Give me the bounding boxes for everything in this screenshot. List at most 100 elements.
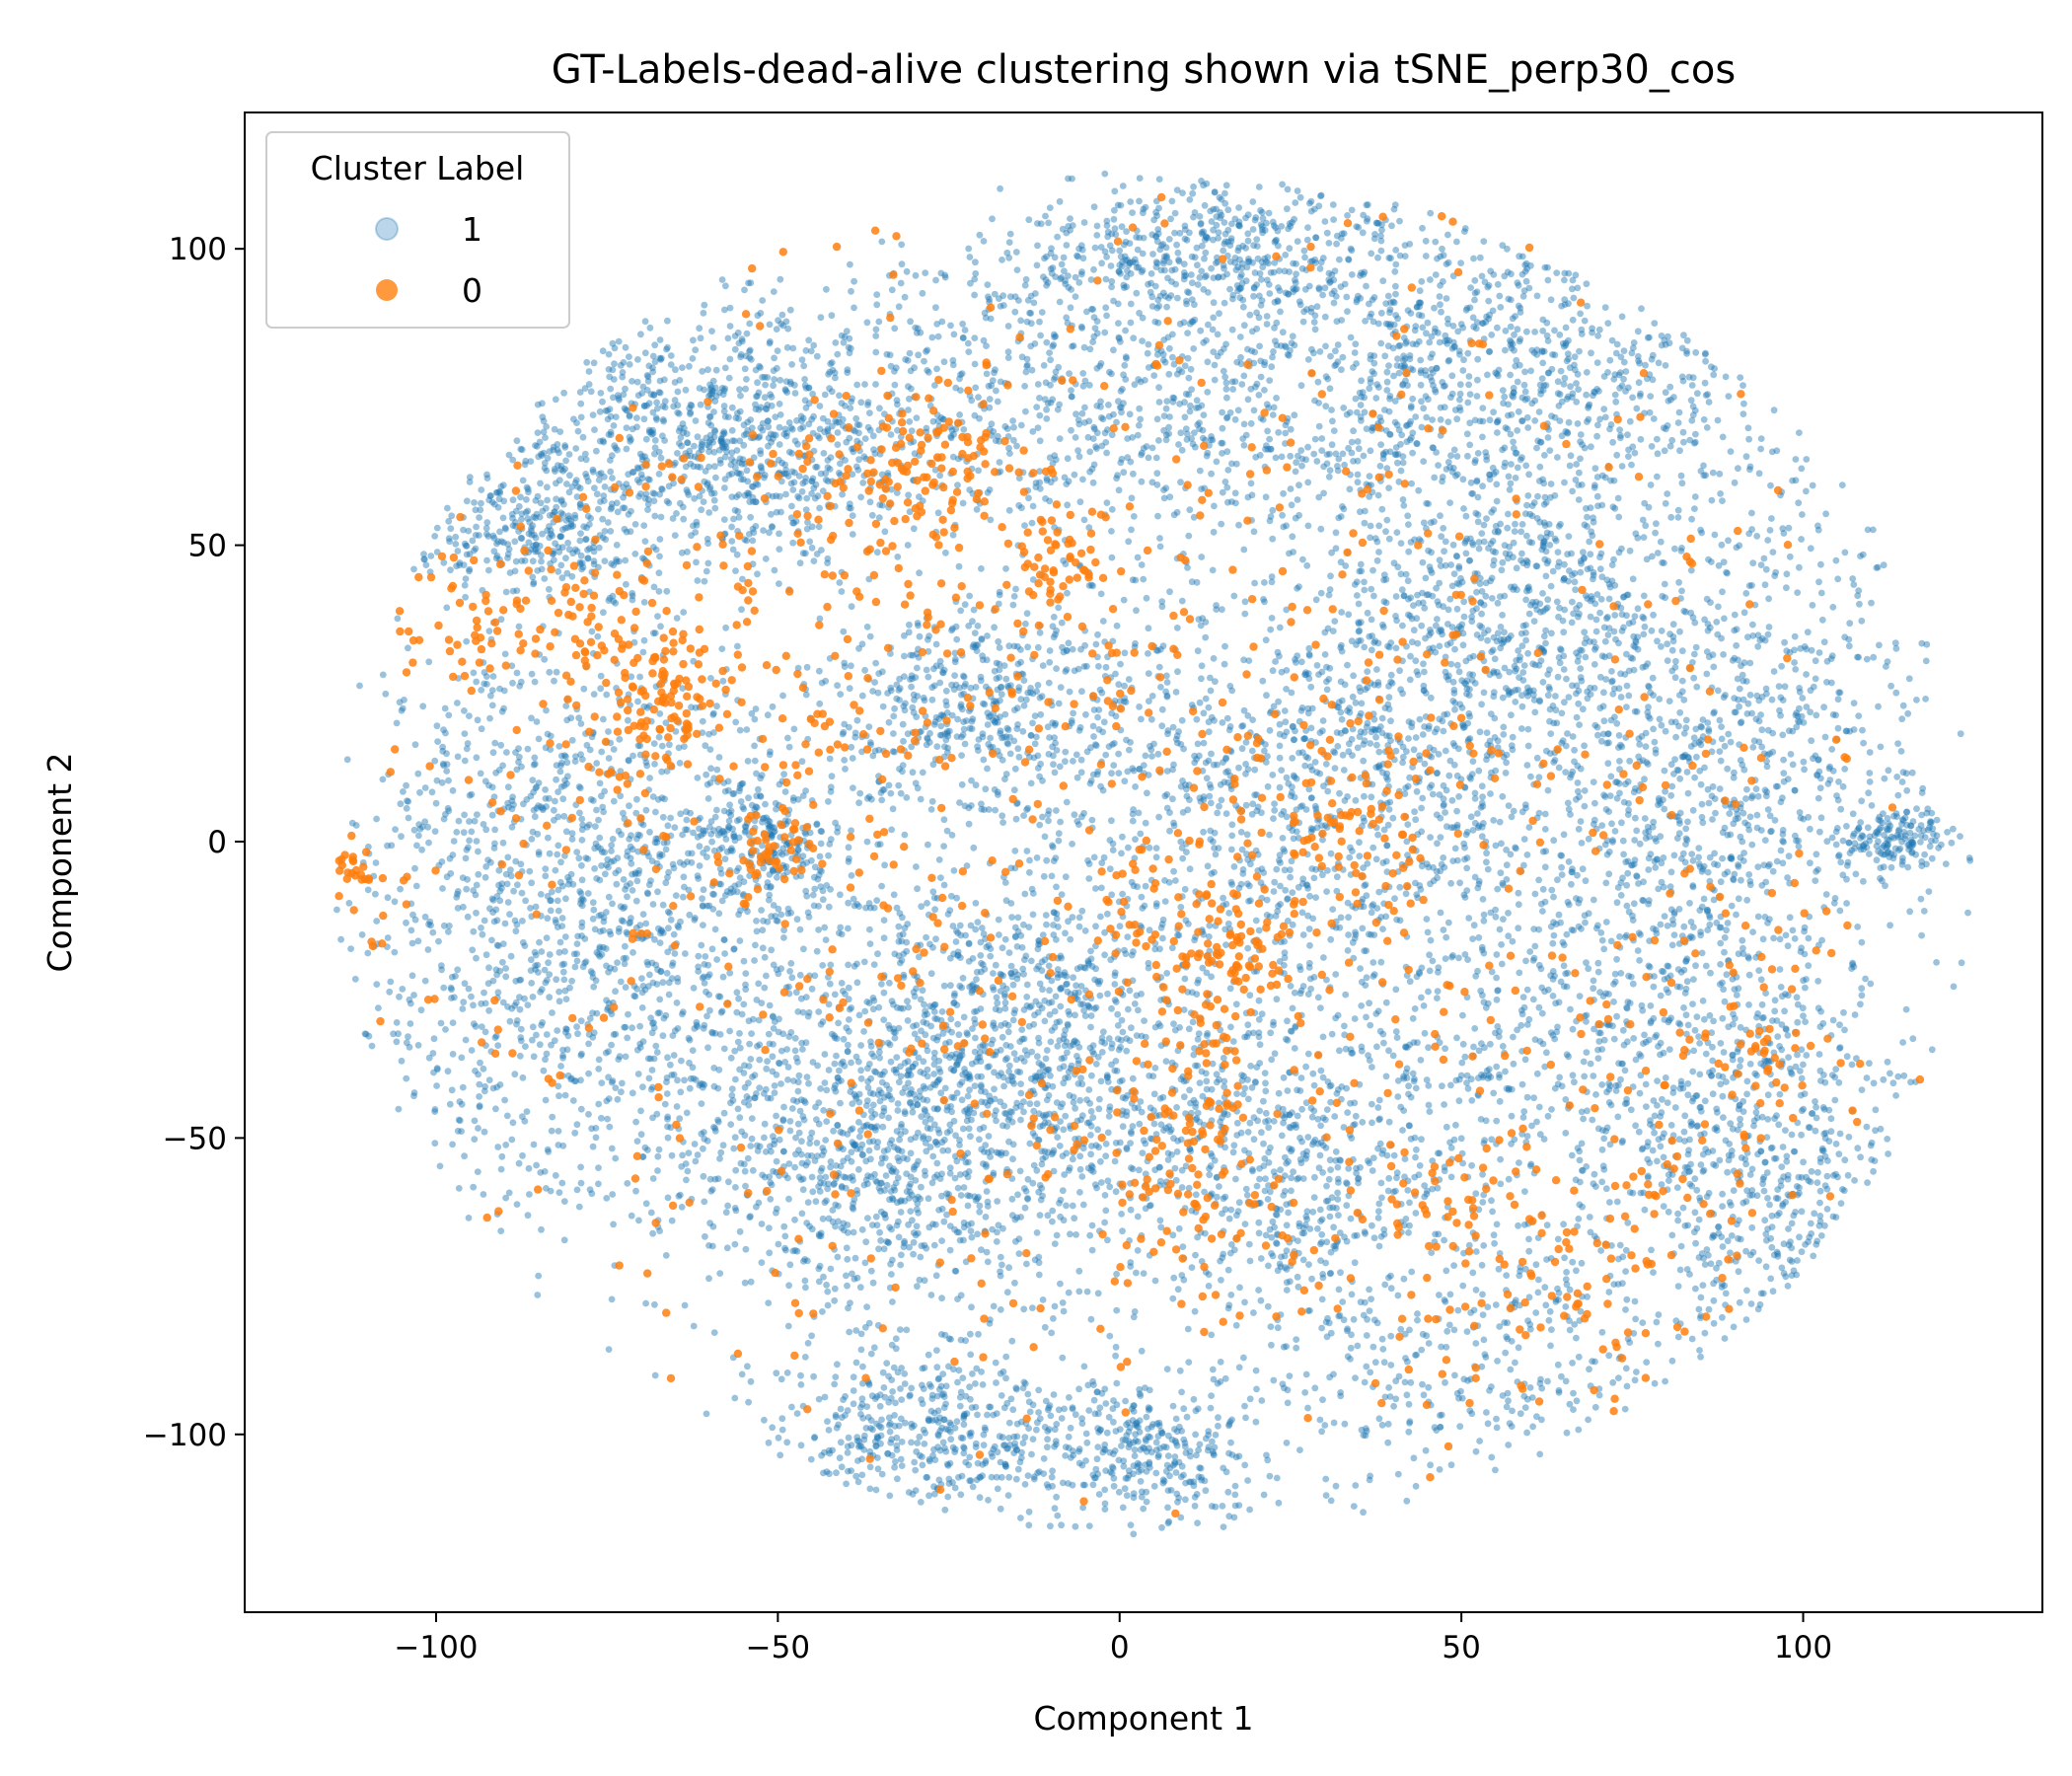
point-label-1 [746,498,754,505]
point-label-1 [1443,641,1451,648]
point-label-1 [990,716,997,724]
point-label-1 [1462,550,1470,557]
point-label-1 [569,1097,577,1104]
point-label-1 [967,684,975,692]
point-label-1 [706,746,714,753]
point-label-1 [850,1387,857,1394]
point-label-1 [1082,1457,1089,1464]
point-label-1 [1213,1193,1221,1201]
point-label-1 [997,697,1003,704]
point-label-1 [939,1439,947,1446]
point-label-1 [665,499,673,507]
point-label-1 [1927,818,1934,825]
point-label-1 [1225,1215,1233,1222]
point-label-1 [738,1370,746,1378]
point-label-1 [957,1388,965,1396]
point-label-1 [1370,294,1378,301]
point-label-1 [463,543,471,550]
point-label-1 [703,1410,710,1418]
point-label-1 [953,635,961,643]
point-label-1 [760,527,767,534]
point-label-1 [1121,682,1128,690]
point-label-1 [1143,1447,1150,1455]
point-label-1 [1479,1170,1486,1178]
point-label-1 [901,631,908,639]
point-label-1 [496,489,504,496]
point-label-1 [1368,1100,1375,1108]
point-label-1 [473,838,481,845]
point-label-1 [1328,1030,1336,1038]
point-label-1 [1031,740,1039,748]
point-label-1 [465,985,473,993]
point-label-1 [806,538,814,546]
point-label-1 [1592,628,1600,635]
point-label-1 [1282,1153,1289,1161]
point-label-1 [837,1439,845,1446]
point-label-1 [1418,622,1426,629]
point-label-1 [454,888,462,895]
point-label-1 [904,730,912,738]
point-label-1 [747,1056,755,1063]
point-label-1 [972,1403,980,1411]
point-label-1 [886,1420,894,1427]
point-label-1 [452,533,460,541]
point-label-1 [1392,260,1400,268]
point-label-1 [583,524,590,532]
point-label-1 [992,717,999,725]
point-label-1 [770,382,777,390]
point-label-1 [1404,512,1412,520]
point-label-1 [911,1422,918,1430]
point-label-1 [727,889,734,897]
point-label-1 [1088,1246,1096,1254]
point-label-1 [1081,1481,1088,1489]
point-label-1 [1110,215,1118,223]
point-label-1 [1436,1292,1443,1298]
point-label-1 [630,992,638,999]
point-label-1 [736,726,744,734]
point-label-1 [407,926,415,934]
point-label-1 [896,766,903,773]
point-label-1 [1267,1323,1275,1330]
point-label-1 [478,687,485,694]
point-label-1 [697,334,704,342]
point-label-1 [1221,1144,1228,1151]
point-label-1 [1174,1286,1182,1294]
point-label-1 [1331,267,1339,275]
point-label-1 [1017,658,1024,666]
point-label-1 [1512,475,1519,481]
point-label-1 [1280,1073,1288,1081]
point-label-1 [848,872,855,879]
point-label-1 [1058,1521,1065,1529]
point-label-1 [1386,306,1394,313]
point-label-1 [704,795,712,802]
point-label-1 [554,897,561,905]
point-label-1 [733,817,741,825]
point-label-1 [416,788,423,796]
point-label-1 [659,1032,667,1040]
point-label-1 [940,1393,948,1400]
point-label-1 [507,872,515,880]
point-label-1 [396,993,403,1000]
point-label-1 [532,514,540,522]
point-label-1 [873,1433,881,1441]
point-label-1 [1162,1467,1170,1475]
point-label-1 [733,867,741,875]
point-label-1 [1004,682,1011,690]
point-label-1 [845,1434,852,1442]
point-label-1 [995,637,1002,645]
point-label-1 [524,507,532,515]
point-label-1 [767,337,774,345]
point-label-1 [557,561,565,569]
point-label-1 [595,563,602,571]
point-label-1 [974,1411,981,1419]
point-label-1 [462,593,469,601]
point-label-1 [951,658,959,666]
point-label-1 [1058,1415,1066,1422]
point-label-1 [503,749,510,756]
point-label-1 [1416,287,1424,295]
point-label-1 [1077,645,1084,653]
point-label-1 [564,512,572,520]
point-label-1 [458,1054,466,1062]
point-label-1 [1385,1174,1393,1182]
point-label-1 [753,770,760,777]
